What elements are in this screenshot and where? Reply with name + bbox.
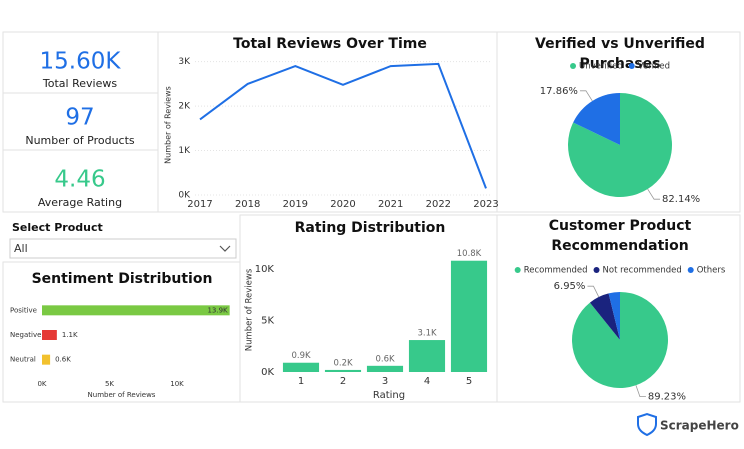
- x-tick-label: 2023: [473, 199, 498, 210]
- legend-swatch: [593, 267, 600, 273]
- data-label: 0.6K: [375, 354, 395, 364]
- legend-swatch: [628, 63, 635, 69]
- dropdown-value[interactable]: All: [14, 242, 28, 255]
- legend-swatch: [687, 267, 694, 273]
- x-tick-label: 2020: [330, 199, 355, 210]
- data-label: 10.8K: [457, 249, 482, 259]
- kpi-value: 15.60K: [40, 49, 122, 75]
- chevron: [219, 245, 231, 252]
- kpi-card: [2, 31, 159, 94]
- data-label: 1.1K: [62, 331, 78, 339]
- x-tick-label: 3: [382, 376, 388, 387]
- pie-slice: [608, 292, 620, 340]
- y-tick-label: Neutral: [10, 356, 36, 364]
- panel: [157, 31, 498, 213]
- chart-title-box: Verified vs Unverified Purchases: [535, 36, 705, 72]
- legend-label: Others: [697, 266, 726, 276]
- x-tick-label: 2019: [283, 199, 308, 210]
- kpi-label: Total Reviews: [42, 77, 117, 90]
- bar: [282, 362, 320, 372]
- slicer-title: Select Product: [12, 221, 103, 234]
- y-tick-label: Positive: [10, 306, 37, 314]
- data-label: 6.95%: [554, 281, 586, 292]
- leader-line: [635, 385, 646, 397]
- pie-slice: [589, 293, 620, 340]
- pie-slice: [573, 93, 620, 145]
- kpi-value: 4.46: [54, 167, 105, 193]
- data-label: 13.9K: [207, 306, 228, 314]
- y-axis-label: Number of Reviews: [164, 86, 173, 164]
- legend: Unverified Verified: [570, 62, 670, 72]
- legend: Recommended Not recommended Others: [514, 266, 726, 276]
- bar: [324, 369, 362, 372]
- y-tick-label: Negative: [10, 331, 41, 339]
- x-tick-label: 4: [424, 376, 430, 387]
- kpi-card: [2, 92, 159, 151]
- kpi-value: 97: [65, 105, 94, 131]
- data-label: 0.9K: [291, 351, 311, 361]
- bar: [450, 260, 488, 372]
- data-label: 0.6K: [55, 356, 71, 364]
- leader-line: [647, 188, 661, 200]
- legend-label: Verified: [638, 62, 670, 72]
- x-axis-label: Number of Reviews: [88, 391, 156, 399]
- chart-title: Total Reviews Over Time: [233, 36, 427, 52]
- bar: [42, 305, 230, 316]
- logo-icon: [637, 412, 657, 437]
- chart-title: Customer Product Recommendation: [548, 218, 692, 254]
- x-tick-label: 2017: [187, 199, 212, 210]
- bar: [42, 330, 57, 340]
- x-tick-label: 5K: [105, 380, 114, 388]
- x-tick-label: 2021: [378, 199, 403, 210]
- data-label: 3.1K: [417, 329, 437, 339]
- x-tick-label: 0K: [37, 380, 46, 388]
- kpi-label: Number of Products: [25, 134, 135, 147]
- legend-swatch: [514, 267, 521, 273]
- y-tick-label: 0K: [261, 367, 274, 378]
- y-tick-label: 10K: [255, 264, 275, 275]
- y-axis-label: Number of Reviews: [245, 268, 255, 351]
- leader-line: [579, 90, 593, 102]
- chart-title: Sentiment Distribution: [32, 271, 213, 287]
- x-axis-label: Rating: [373, 390, 405, 401]
- dropdown[interactable]: [9, 238, 237, 259]
- legend-label: Unverified: [579, 62, 623, 72]
- x-tick-label: 5: [466, 376, 472, 387]
- x-tick-label: 10K: [170, 380, 184, 388]
- data-label: 0.2K: [333, 358, 353, 368]
- x-tick-label: 2018: [235, 199, 260, 210]
- data-label: 82.14%: [662, 194, 700, 205]
- legend-swatch: [570, 63, 577, 69]
- y-tick-label: 3K: [178, 57, 191, 67]
- bar: [408, 340, 446, 372]
- bar: [42, 354, 51, 365]
- x-tick-label: 2: [340, 376, 346, 387]
- y-tick-label: 1K: [178, 146, 191, 156]
- chart-title-box: Customer Product Recommendation: [548, 218, 692, 254]
- data-label: 89.23%: [648, 392, 686, 403]
- legend-label: Recommended: [524, 266, 588, 276]
- line: [199, 62, 487, 189]
- y-tick-label: 5K: [261, 315, 274, 326]
- kpi-card: [2, 149, 159, 213]
- logo-text: ScrapeHero: [660, 419, 739, 433]
- data-label: 17.86%: [540, 86, 578, 97]
- x-tick-label: 1: [298, 376, 304, 387]
- legend-label: Not recommended: [603, 266, 682, 276]
- chart-title: Verified vs Unverified Purchases: [535, 36, 705, 72]
- x-tick-label: 2022: [426, 199, 451, 210]
- kpi-label: Average Rating: [38, 196, 122, 209]
- chart-title: Rating Distribution: [295, 220, 446, 236]
- y-tick-label: 0K: [178, 191, 191, 201]
- y-tick-label: 2K: [178, 102, 191, 112]
- bar: [366, 365, 404, 372]
- leader-line: [587, 285, 600, 298]
